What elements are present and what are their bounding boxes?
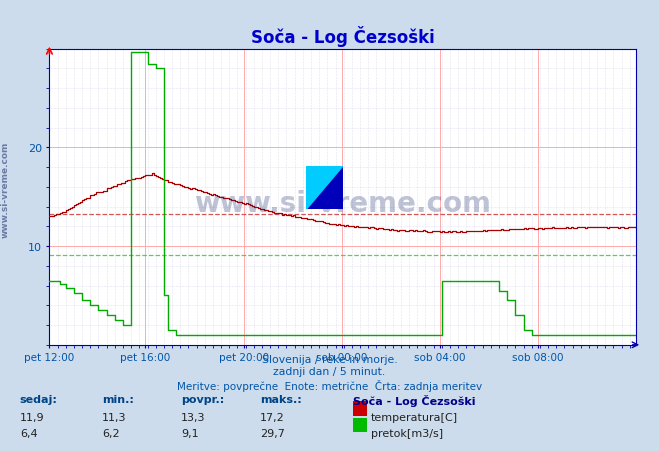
Text: temperatura[C]: temperatura[C] bbox=[371, 412, 458, 422]
Text: Soča - Log Čezsoški: Soča - Log Čezsoški bbox=[353, 395, 475, 407]
Text: www.si-vreme.com: www.si-vreme.com bbox=[1, 141, 10, 238]
Text: sedaj:: sedaj: bbox=[20, 395, 57, 405]
Text: pretok[m3/s]: pretok[m3/s] bbox=[371, 428, 443, 438]
Text: 11,3: 11,3 bbox=[102, 412, 127, 422]
Text: 29,7: 29,7 bbox=[260, 428, 285, 438]
Text: Meritve: povprečne  Enote: metrične  Črta: zadnja meritev: Meritve: povprečne Enote: metrične Črta:… bbox=[177, 379, 482, 391]
Title: Soča - Log Čezsoški: Soča - Log Čezsoški bbox=[251, 26, 434, 46]
Text: 6,2: 6,2 bbox=[102, 428, 120, 438]
Text: Slovenija / reke in morje.: Slovenija / reke in morje. bbox=[262, 354, 397, 364]
Text: 17,2: 17,2 bbox=[260, 412, 285, 422]
Text: 13,3: 13,3 bbox=[181, 412, 206, 422]
Text: povpr.:: povpr.: bbox=[181, 395, 225, 405]
Text: 11,9: 11,9 bbox=[20, 412, 44, 422]
Text: 9,1: 9,1 bbox=[181, 428, 199, 438]
Text: min.:: min.: bbox=[102, 395, 134, 405]
Text: www.si-vreme.com: www.si-vreme.com bbox=[194, 189, 491, 217]
Polygon shape bbox=[306, 167, 343, 210]
Polygon shape bbox=[306, 167, 343, 210]
Text: zadnji dan / 5 minut.: zadnji dan / 5 minut. bbox=[273, 367, 386, 377]
Text: maks.:: maks.: bbox=[260, 395, 302, 405]
Text: 6,4: 6,4 bbox=[20, 428, 38, 438]
